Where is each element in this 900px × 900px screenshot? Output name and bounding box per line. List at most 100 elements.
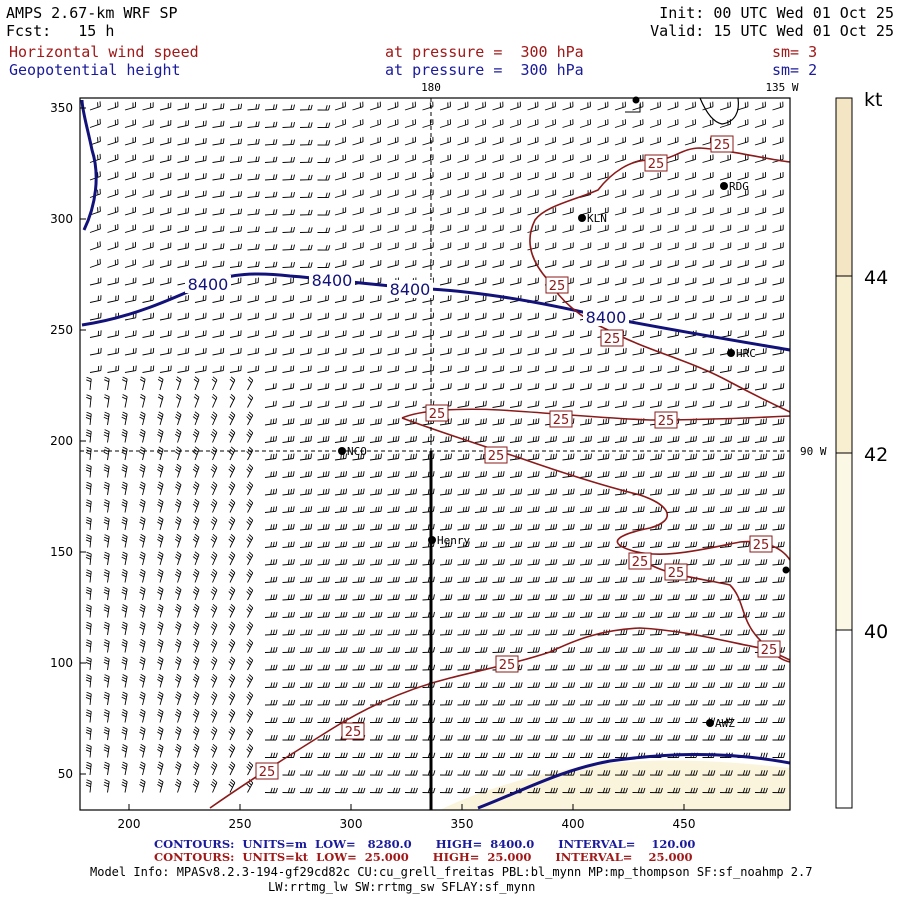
station-awz: AWZ [706, 717, 735, 730]
wind-barb [544, 770, 558, 776]
wind-barb [754, 101, 766, 111]
wind-barb [159, 119, 172, 128]
wind-barb [194, 312, 207, 321]
wind-barb [317, 787, 331, 794]
wind-barb [632, 259, 644, 268]
station-nco: NCO [338, 445, 367, 458]
wind-barb [264, 383, 277, 391]
wind-barb [387, 418, 400, 426]
wind-barb [474, 576, 488, 583]
wind-barb [228, 446, 236, 461]
wind-barb [317, 435, 330, 443]
wind-barb [509, 647, 523, 653]
wind-barb [387, 664, 401, 671]
wind-barb [474, 541, 488, 548]
wind-barb [121, 604, 128, 618]
wind-barb [210, 673, 218, 688]
wind-barb [509, 347, 522, 356]
wind-barb [317, 295, 329, 303]
wind-barb [369, 101, 381, 111]
wind-barb [597, 576, 610, 583]
wind-barb [667, 312, 680, 321]
wind-barb [139, 604, 146, 618]
wind-barb [457, 752, 471, 759]
wind-barb [544, 735, 558, 741]
wind-barb [387, 347, 400, 356]
wind-barb [649, 330, 662, 338]
wind-barb [282, 629, 295, 636]
wind-barb [264, 435, 277, 443]
wind-barb [404, 787, 418, 794]
wind-barb [334, 101, 346, 111]
wind-barb [737, 259, 749, 268]
wind-barb [649, 365, 662, 373]
wind-barb [544, 717, 558, 723]
wind-barb [422, 559, 435, 566]
wind-barb [174, 656, 182, 671]
wind-barb [404, 453, 417, 461]
wind-barb [527, 136, 539, 146]
wind-barb [139, 376, 146, 391]
wind-barb [369, 207, 382, 216]
wind-barb [562, 541, 575, 548]
wind-barb [597, 770, 611, 776]
wind-barb [157, 481, 164, 496]
wind-barb [527, 664, 541, 671]
wind-barb [439, 295, 452, 303]
wind-barb [719, 471, 733, 478]
wind-barb [527, 752, 541, 759]
wind-barb [772, 295, 784, 303]
wind-barb [492, 488, 505, 496]
station-marker [782, 566, 790, 574]
speed-contour-label: 25 [255, 762, 279, 780]
wind-barb [772, 330, 785, 338]
wind-barb [228, 428, 236, 443]
station-kln: KLN [578, 212, 607, 225]
forecast-hour: Fcst: 15 h [6, 22, 115, 40]
wind-barb [334, 699, 348, 706]
wind-barb [684, 735, 698, 741]
wind-barb [544, 664, 558, 671]
wind-barb [474, 735, 488, 741]
wind-barb [212, 138, 225, 146]
wind-barb [404, 119, 416, 128]
wind-barb [246, 499, 254, 513]
wind-barb [192, 673, 200, 688]
wind-barb [404, 172, 417, 181]
wind-barb [754, 435, 767, 443]
wind-barb [103, 569, 110, 583]
wind-barb [124, 330, 137, 338]
wind-barb [157, 621, 164, 636]
wind-barb [299, 435, 312, 443]
wind-barb [139, 586, 146, 601]
wind-barb [159, 102, 172, 111]
wind-barb [579, 735, 593, 741]
wind-barb [334, 400, 347, 408]
wind-barb [737, 559, 750, 566]
wind-barb [702, 172, 714, 181]
wind-barb [299, 227, 313, 233]
wind-barb [667, 172, 679, 181]
wind-barb [667, 207, 679, 216]
wind-barb [544, 365, 557, 373]
wind-barb [544, 559, 558, 566]
wind-barb [632, 242, 644, 251]
wind-barb [439, 277, 452, 286]
wind-barb [387, 717, 401, 723]
wind-barb [299, 295, 312, 303]
wind-barb [702, 207, 714, 216]
speed-contour-mid2 [401, 417, 790, 561]
wind-barb [246, 516, 254, 531]
wind-barb [89, 277, 102, 286]
wind-barb [597, 295, 609, 303]
wind-barb [702, 488, 715, 496]
wind-barb [754, 770, 768, 776]
wind-barb [299, 122, 313, 128]
wind-barb [527, 594, 540, 601]
wind-barb [772, 506, 785, 513]
wind-barb [754, 207, 767, 216]
wind-barb [719, 259, 732, 268]
wind-barb [404, 347, 417, 356]
wind-barb [85, 516, 92, 531]
wind-barb [352, 506, 365, 513]
